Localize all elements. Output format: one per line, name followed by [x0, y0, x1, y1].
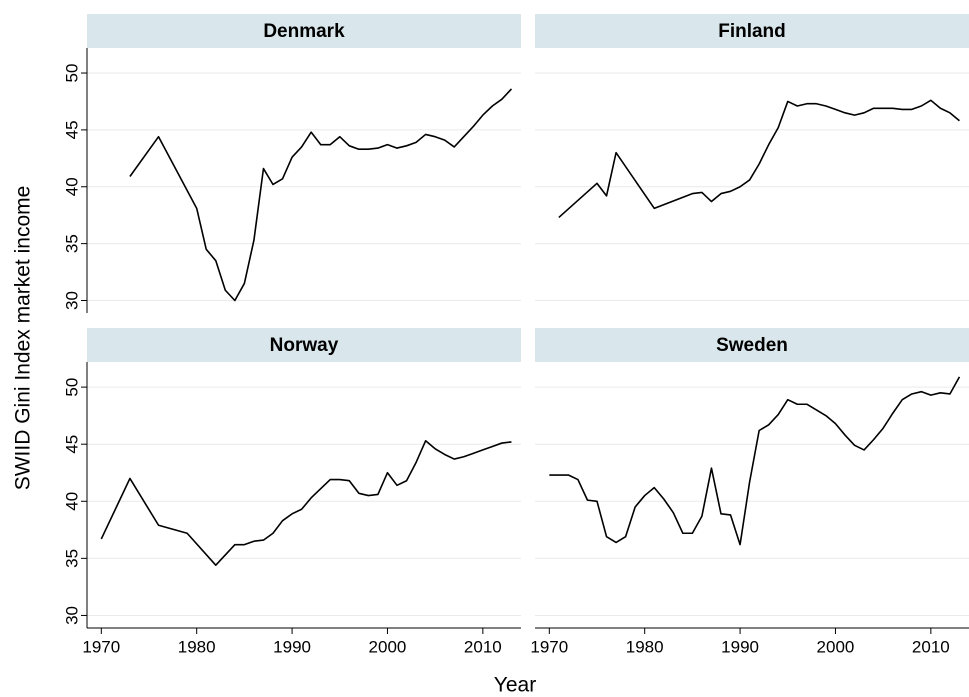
panel-header: [535, 14, 969, 48]
x-tick-label: 1980: [178, 637, 216, 656]
panel-header: [87, 14, 521, 48]
x-tick-label: 2010: [912, 637, 950, 656]
x-tick-label: 1970: [530, 637, 568, 656]
y-tick-label: 30: [62, 291, 81, 310]
x-tick-label: 2000: [817, 637, 855, 656]
x-tick-label: 1980: [626, 637, 664, 656]
panel-header: [87, 328, 521, 362]
x-axis-title: Year: [494, 674, 536, 697]
panel-title: Norway: [270, 335, 339, 356]
x-tick-label: 2000: [369, 637, 407, 656]
panel-title: Sweden: [716, 335, 788, 356]
y-tick-label: 50: [62, 378, 81, 397]
y-tick-label: 50: [62, 64, 81, 83]
x-tick-label: 1990: [273, 637, 311, 656]
panel-title: Finland: [718, 21, 786, 42]
data-line: [558, 99, 960, 219]
y-tick-label: 40: [62, 492, 81, 511]
data-line: [100, 439, 512, 567]
panel-title: Denmark: [263, 21, 345, 42]
y-tick-label: 45: [62, 435, 81, 454]
panel-header: [535, 328, 969, 362]
y-tick-label: 35: [62, 549, 81, 568]
y-tick-label: 30: [62, 606, 81, 625]
data-line: [129, 88, 513, 302]
x-tick-label: 1970: [82, 637, 120, 656]
y-tick-label: 45: [62, 120, 81, 139]
data-line: [549, 376, 961, 546]
y-tick-label: 35: [62, 234, 81, 253]
x-tick-label: 1990: [721, 637, 759, 656]
x-tick-label: 2010: [464, 637, 502, 656]
y-tick-label: 40: [62, 177, 81, 196]
y-axis-title: SWIID Gini Index market income: [12, 186, 35, 491]
